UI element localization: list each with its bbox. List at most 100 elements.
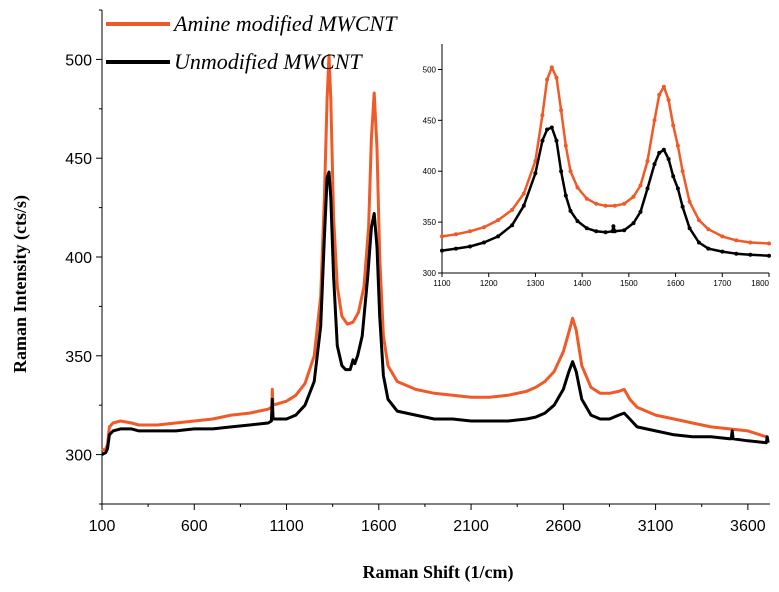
series-line-unmodified <box>101 170 770 456</box>
inset-point-unmodified <box>533 171 538 176</box>
inset-point-unmodified <box>675 186 680 191</box>
inset-x-tick-label: 1100 <box>433 279 451 288</box>
inset-x-tick-label: 1600 <box>667 279 685 288</box>
inset-y-tick-label: 300 <box>423 269 437 278</box>
y-tick-label: 450 <box>65 151 92 168</box>
inset-point-unmodified <box>496 234 501 239</box>
inset-point-unmodified <box>661 147 666 152</box>
inset-point-amine <box>594 201 599 206</box>
inset-point-unmodified <box>612 229 617 234</box>
inset-point-amine <box>554 75 559 80</box>
inset-point-amine <box>584 196 589 201</box>
inset-point-unmodified <box>521 203 526 208</box>
x-tick-label: 3100 <box>638 518 674 535</box>
inset-point-amine <box>510 207 515 212</box>
inset-point-amine <box>748 240 753 245</box>
inset-point-unmodified <box>680 204 685 209</box>
inset-point-amine <box>720 234 725 239</box>
inset-point-amine <box>645 159 650 163</box>
inset-point-unmodified <box>671 174 676 179</box>
x-tick-label: 2100 <box>453 518 489 535</box>
inset-point-amine <box>440 234 444 239</box>
inset-point-unmodified <box>645 186 650 191</box>
inset-point-amine <box>533 159 538 163</box>
inset-point-amine <box>666 98 671 102</box>
x-tick-label: 2600 <box>546 518 582 535</box>
inset-y-tick-label: 500 <box>423 65 437 74</box>
legend-label-unmodified: Unmodified MWCNT <box>174 49 363 74</box>
inset-point-amine <box>612 203 617 208</box>
inset-point-amine <box>603 203 608 208</box>
inset-point-unmodified <box>454 246 458 251</box>
inset-x-tick-label: 1200 <box>480 279 498 288</box>
inset-point-unmodified <box>652 162 657 167</box>
y-tick-label: 300 <box>65 448 92 465</box>
inset-series-group <box>440 65 771 258</box>
inset-x-tick-label: 1700 <box>713 279 731 288</box>
inset-point-unmodified <box>559 169 564 174</box>
main-series-group <box>101 53 770 456</box>
inset-background <box>442 44 769 273</box>
inset-point-unmodified <box>687 226 692 231</box>
inset-point-amine <box>540 113 545 118</box>
x-tick-label: 1100 <box>269 518 304 535</box>
inset-point-unmodified <box>563 193 568 198</box>
inset-point-amine <box>734 238 739 243</box>
inset-point-amine <box>631 194 636 199</box>
x-tick-label: 600 <box>181 518 208 535</box>
inset-point-unmodified <box>549 125 554 130</box>
inset-point-amine <box>468 229 472 234</box>
inset-point-amine <box>696 218 701 223</box>
legend-label-amine: Amine modified MWCNT <box>172 11 398 36</box>
inset-point-unmodified <box>468 244 472 249</box>
inset-point-unmodified <box>611 224 616 229</box>
inset-point-unmodified <box>575 219 580 224</box>
inset-point-unmodified <box>720 249 725 254</box>
main-axes: 100 600 1100 1600 2100 2600 3100 3600 300 350 400 4… <box>65 9 770 535</box>
x-tick-label: 1600 <box>361 518 397 535</box>
inset-point-amine <box>661 84 666 89</box>
inset-y-tick-label: 450 <box>423 116 437 125</box>
inset-point-unmodified <box>638 209 643 214</box>
y-tick-label: 400 <box>65 250 92 267</box>
inset-point-amine <box>706 227 711 232</box>
inset-point-amine <box>575 185 580 190</box>
inset-point-unmodified <box>622 228 627 233</box>
inset-point-amine <box>545 77 550 82</box>
inset-point-unmodified <box>767 253 771 258</box>
inset-point-amine <box>549 65 554 70</box>
inset-x-tick-label: 1400 <box>573 279 591 288</box>
inset-x-tick-label: 1300 <box>527 279 545 288</box>
inset-series-line-amine <box>441 66 770 245</box>
inset-point-unmodified <box>482 240 486 245</box>
inset-x-tick-label: 1500 <box>620 279 638 288</box>
inset-point-amine <box>657 92 662 97</box>
inset-point-unmodified <box>540 138 545 143</box>
x-tick-label: 100 <box>89 518 116 535</box>
legend: Amine modified MWCNT Unmodified MWCNT <box>106 11 398 74</box>
x-tick-label: 3600 <box>730 518 766 535</box>
inset-point-amine <box>671 123 676 128</box>
inset-point-unmodified <box>594 229 599 234</box>
inset-point-unmodified <box>666 157 671 161</box>
inset-point-unmodified <box>603 230 608 235</box>
inset-series-line-unmodified <box>441 126 770 257</box>
y-tick-label: 350 <box>65 349 92 366</box>
y-tick-label: 500 <box>65 52 92 69</box>
inset-point-unmodified <box>706 246 711 251</box>
inset-point-unmodified <box>657 150 662 155</box>
inset-point-unmodified <box>584 226 589 231</box>
inset-point-unmodified <box>440 248 444 253</box>
inset-point-amine <box>521 191 526 196</box>
inset-point-amine <box>680 169 685 174</box>
inset-point-amine <box>563 143 568 148</box>
inset-axes: 1100 1200 1300 1400 1500 1600 1700 1800 300 350 40… <box>423 44 770 288</box>
series-line-amine <box>101 53 767 452</box>
inset-y-tick-label: 400 <box>423 167 437 176</box>
inset-point-amine <box>496 218 501 223</box>
inset-point-amine <box>454 232 458 237</box>
inset-point-amine <box>559 108 564 113</box>
inset-point-unmodified <box>631 221 636 226</box>
